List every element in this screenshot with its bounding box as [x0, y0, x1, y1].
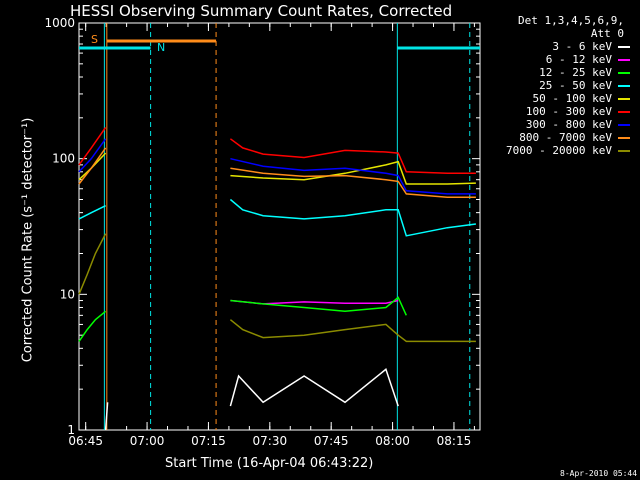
x-tick-label: 08:00: [375, 434, 410, 448]
legend-entry-label: 3 - 6 keV: [552, 40, 612, 53]
legend-entry-label: 300 - 800 keV: [525, 118, 612, 131]
plot-frame: [78, 22, 481, 431]
series-line: [78, 126, 107, 166]
series-line: [78, 138, 107, 173]
x-tick-label: 07:00: [130, 434, 165, 448]
legend-swatch: [618, 136, 630, 139]
x-tick-label: 07:30: [253, 434, 288, 448]
y-tick-label: 100: [52, 152, 75, 166]
series-line: [104, 402, 109, 431]
legend-entry-label: 25 - 50 keV: [539, 79, 612, 92]
legend-swatch: [618, 58, 630, 61]
legend-swatch: [618, 110, 630, 113]
chart-title: HESSI Observing Summary Count Rates, Cor…: [70, 2, 453, 20]
legend-swatch: [618, 71, 630, 74]
legend-swatch: [618, 123, 630, 126]
legend-entry: 12 - 25 keV: [480, 66, 630, 79]
legend-entry: 300 - 800 keV: [480, 118, 630, 131]
legend-entry: 25 - 50 keV: [480, 79, 630, 92]
legend-header-detectors: Det 1,3,4,5,6,9,: [518, 14, 624, 27]
series-line: [230, 157, 476, 195]
legend-entry: 50 - 100 keV: [480, 92, 630, 105]
x-tick-label: 06:45: [68, 434, 103, 448]
legend-entry: 100 - 300 keV: [480, 105, 630, 118]
y-tick-label: 1: [67, 423, 75, 437]
legend-entry-label: 7000 - 20000 keV: [506, 144, 612, 157]
series-line: [229, 138, 476, 175]
legend-entry: 3 - 6 keV: [480, 40, 630, 53]
legend-entry-label: 6 - 12 keV: [545, 53, 612, 66]
series-line: [230, 167, 476, 198]
legend-entry: 7000 - 20000 keV: [480, 144, 630, 157]
y-tick-label: 1000: [44, 16, 75, 30]
series-line: [78, 147, 107, 185]
legend-entry-label: 100 - 300 keV: [525, 105, 612, 118]
series-line: [78, 205, 106, 220]
series-line: [78, 310, 107, 342]
legend-swatch: [618, 97, 630, 100]
legend-entry-label: 12 - 25 keV: [539, 66, 612, 79]
legend-swatch: [618, 149, 630, 152]
x-axis-label: Start Time (16-Apr-04 06:43:22): [165, 456, 374, 471]
legend-entry: 800 - 7000 keV: [480, 131, 630, 144]
legend-swatch: [618, 84, 630, 87]
attenuator-label: S: [91, 33, 98, 46]
date-stamp: 8-Apr-2010 05:44: [560, 469, 638, 478]
legend-header-attenuator: Att 0: [590, 27, 624, 40]
legend-entry-label: 50 - 100 keV: [532, 92, 612, 105]
legend-entry: 6 - 12 keV: [480, 53, 630, 66]
series-line: [78, 233, 107, 295]
night-label: N: [157, 41, 165, 54]
x-tick-label: 07:45: [314, 434, 349, 448]
x-tick-label: 07:15: [191, 434, 226, 448]
series-line: [229, 368, 399, 407]
y-tick-label: 10: [60, 287, 75, 301]
series-line: [229, 198, 476, 237]
legend: Det 1,3,4,5,6,9, Att 0 3 - 6 keV 6 - 12 k…: [480, 14, 630, 157]
series-line: [229, 319, 476, 343]
legend-swatch: [618, 45, 630, 48]
y-axis-label: Corrected Count Rate (s⁻¹ detector⁻¹): [20, 117, 36, 363]
series-line: [230, 296, 407, 316]
legend-entry-label: 800 - 7000 keV: [519, 131, 612, 144]
x-tick-label: 08:15: [437, 434, 472, 448]
series-line: [230, 160, 476, 185]
